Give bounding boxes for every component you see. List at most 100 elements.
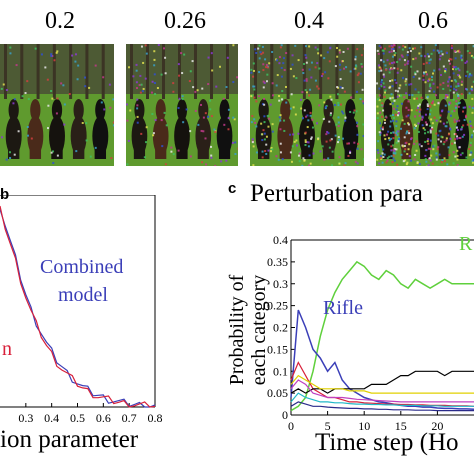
noise-pixel [398, 46, 401, 49]
noise-pixel [378, 87, 381, 90]
noise-pixel [0, 136, 3, 139]
noise-pixel [151, 80, 154, 83]
noise-pixel [412, 47, 415, 50]
noise-pixel [455, 100, 458, 103]
noise-pixel [201, 87, 204, 90]
noise-pixel [285, 101, 288, 104]
noise-pixel [283, 119, 286, 122]
dog [216, 99, 233, 159]
noise-pixel [251, 115, 254, 118]
noise-pixel [160, 73, 163, 76]
noise-pixel [446, 94, 449, 97]
noise-pixel [74, 60, 77, 63]
noise-pixel [354, 160, 357, 163]
dog-head [383, 99, 393, 121]
noise-pixel [393, 49, 396, 52]
noise-pixel [232, 44, 235, 47]
noise-pixel [279, 46, 282, 49]
noise-pixel [297, 132, 300, 135]
noise-pixel [391, 67, 394, 70]
noise-pixel [211, 69, 214, 72]
noise-pixel [27, 98, 30, 101]
noise-pixel [392, 117, 395, 120]
noise-pixel [428, 113, 431, 116]
noise-pixel [452, 91, 455, 94]
noise-pixel [414, 73, 417, 76]
noise-pixel [389, 114, 392, 117]
noise-pixel [209, 99, 212, 102]
noise-pixel [260, 122, 263, 125]
noise-pixel [458, 146, 461, 149]
noise-pixel [314, 46, 317, 49]
noise-pixel [458, 136, 461, 139]
noise-pixel [417, 122, 420, 125]
noise-pixel [268, 62, 271, 65]
noise-pixel [460, 54, 463, 57]
noise-pixel [129, 109, 132, 112]
noise-pixel [471, 126, 474, 129]
dog [49, 99, 65, 159]
noise-pixel [335, 123, 338, 126]
noise-pixel [170, 146, 173, 149]
noise-pixel [383, 47, 386, 50]
noise-pixel [265, 63, 268, 66]
noise-pixel [200, 103, 203, 106]
noise-pixel [279, 128, 282, 131]
noise-pixel [418, 143, 421, 146]
noise-pixel [451, 110, 454, 113]
noise-pixel [452, 151, 455, 154]
noise-pixel [151, 91, 154, 94]
noise-pixel [279, 142, 282, 145]
noise-pixel [361, 100, 364, 103]
noise-pixel [261, 133, 264, 136]
noise-pixel [395, 125, 398, 128]
noise-pixel [457, 165, 460, 166]
noise-pixel [126, 119, 129, 122]
noise-pixel [263, 132, 266, 135]
noise-pixel [444, 70, 447, 73]
noise-pixel [470, 136, 473, 139]
noise-pixel [255, 151, 258, 154]
noise-pixel [456, 137, 459, 140]
noise-pixel [311, 126, 314, 129]
noise-pixel [398, 94, 401, 97]
noise-pixel [416, 97, 419, 100]
y-tick-label: 0.35 [267, 255, 288, 269]
noise-pixel [452, 72, 455, 75]
noise-pixel [385, 116, 388, 119]
noise-pixel [432, 100, 435, 103]
noise-pixel [305, 79, 308, 82]
noise-pixel [304, 89, 307, 92]
noise-pixel [354, 58, 357, 61]
noise-pixel [5, 158, 8, 161]
noise-pixel [13, 153, 16, 156]
noise-pixel [424, 158, 427, 161]
noise-pixel [253, 85, 256, 88]
noise-pixel [471, 89, 474, 92]
noise-pixel [289, 133, 292, 136]
noise-pixel [422, 71, 425, 74]
noise-pixel [310, 61, 313, 64]
noise-pixel [172, 153, 175, 156]
noise-pixel [362, 123, 364, 126]
noise-pixel [433, 103, 436, 106]
noise-pixel [439, 54, 442, 57]
noise-pixel [258, 57, 261, 60]
noise-pixel [77, 64, 80, 67]
dog-legs [29, 144, 42, 159]
noise-pixel [379, 133, 382, 136]
noise-pixel [390, 132, 393, 135]
noise-pixel [276, 74, 279, 77]
noise-pixel [394, 89, 397, 92]
noise-pixel [449, 102, 452, 105]
noise-pixel [331, 150, 334, 153]
annotation-r: R [459, 233, 473, 255]
series-line-6 [290, 392, 474, 407]
noise-pixel [263, 121, 266, 124]
noise-pixel [408, 132, 411, 135]
noise-pixel [207, 83, 210, 86]
noise-pixel [291, 54, 294, 57]
perturbation-label-2: 0.26 [164, 8, 206, 34]
noise-pixel [356, 48, 359, 51]
noise-pixel [382, 126, 385, 129]
